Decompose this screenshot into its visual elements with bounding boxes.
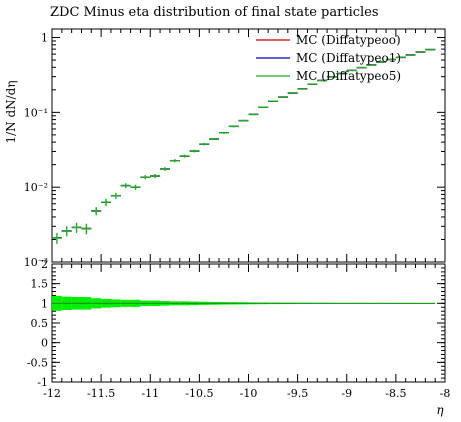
ratio-x-tick-label: -11 bbox=[141, 387, 159, 400]
ratio-x-axis: -12 -11.5 -11 -10.5 -10 -9.5 -9 -8.5 -8 bbox=[43, 264, 450, 400]
ratio-x-tick-label: -9.5 bbox=[287, 387, 308, 400]
y-axis-label: 1/N dN/dη bbox=[4, 80, 18, 143]
main-y-tick-label: 10⁻¹ bbox=[24, 106, 48, 119]
ratio-x-tick-label: -8.5 bbox=[385, 387, 406, 400]
ratio-x-tick-label: -9 bbox=[341, 387, 352, 400]
ratio-y-tick-label: 1 bbox=[41, 297, 48, 310]
ratio-y-tick-label: -1 bbox=[37, 376, 48, 389]
ratio-y-tick-label: 0 bbox=[41, 337, 48, 350]
chart-title: ZDC Minus eta distribution of final stat… bbox=[50, 5, 379, 20]
legend: MC (Diffatypeoo) MC (Diffatypeo1) MC (Diff… bbox=[256, 33, 401, 83]
ratio-y-tick-label: 0.5 bbox=[31, 317, 49, 330]
main-y-tick-label: 1 bbox=[41, 32, 48, 45]
ratio-x-tick-label: -11.5 bbox=[87, 387, 115, 400]
main-y-axis: 1 10⁻¹ 10⁻² 10⁻³ bbox=[24, 32, 445, 269]
ratio-x-tick-label: -12 bbox=[43, 387, 61, 400]
ratio-band-group bbox=[52, 295, 436, 311]
main-x-axis bbox=[51, 29, 446, 262]
legend-label: MC (Diffatypeo1) bbox=[296, 51, 401, 65]
legend-label: MC (Diffatypeoo) bbox=[296, 33, 401, 47]
ratio-x-tick-label: -10.5 bbox=[185, 387, 213, 400]
main-y-tick-label: 10⁻³ bbox=[24, 256, 48, 269]
ratio-y-tick-label: -0.5 bbox=[27, 356, 48, 369]
main-y-tick-label: 10⁻² bbox=[24, 181, 48, 194]
x-axis-label: η bbox=[436, 403, 444, 417]
ratio-y-tick-label: 1.5 bbox=[31, 278, 49, 291]
legend-label: MC (Diffatypeo5) bbox=[296, 69, 401, 83]
ratio-plot-frame bbox=[51, 263, 446, 383]
ratio-y-axis: -1 -0.5 0 0.5 1 1.5 2 bbox=[27, 258, 445, 389]
ratio-y-tick-label: 2 bbox=[41, 258, 48, 271]
main-series-group bbox=[52, 48, 436, 244]
ratio-x-tick-label: -10 bbox=[240, 387, 258, 400]
ratio-x-tick-label: -8 bbox=[440, 387, 451, 400]
